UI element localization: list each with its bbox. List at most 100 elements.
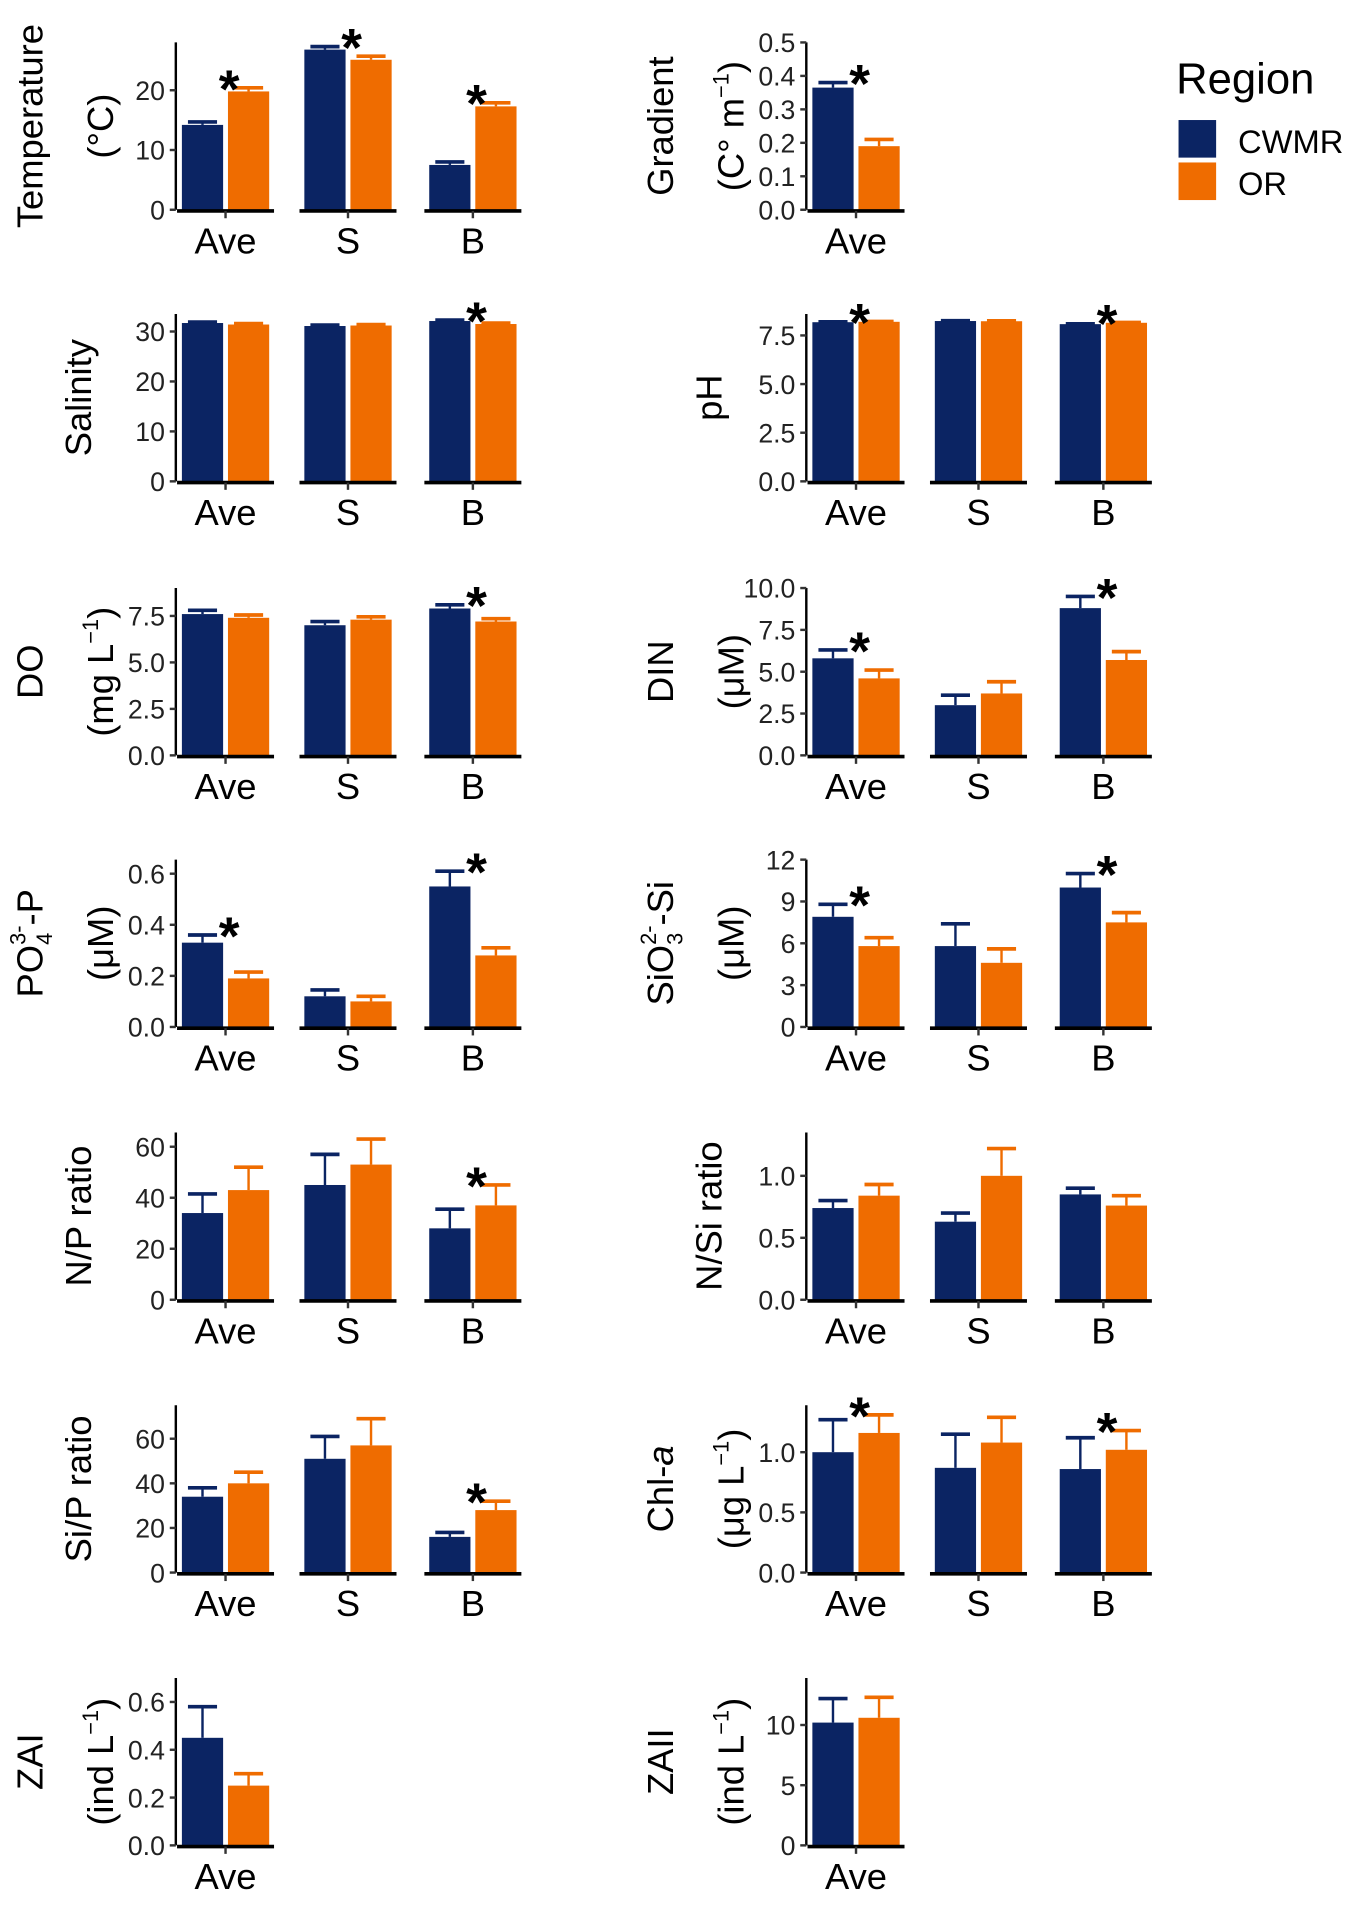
significance-star: *: [1097, 295, 1118, 354]
y-tick-label: 10.0: [744, 574, 796, 604]
y-axis-label-part: 3: [663, 933, 688, 945]
x-tick-label: Ave: [825, 1856, 887, 1897]
group-b: B*: [1054, 295, 1152, 533]
x-tick-label: S: [336, 766, 360, 807]
group-s: S: [929, 1146, 1027, 1351]
y-tick-label: 1.0: [758, 1438, 795, 1468]
y-axis-label-part: ): [710, 1698, 751, 1710]
bar-or: [475, 1510, 517, 1573]
y-axis-label-part: DIN: [640, 640, 681, 703]
y-axis-label-part: ): [80, 1698, 121, 1710]
y-axis-label-part: −1: [709, 73, 734, 98]
bar-cwmr: [812, 916, 854, 1027]
y-tick-label: 60: [135, 1132, 165, 1162]
bar-cwmr: [934, 1467, 977, 1573]
x-tick-label: B: [1091, 492, 1115, 533]
bar-or: [1105, 1449, 1148, 1573]
y-axis-label: DO: [9, 644, 50, 699]
bar-or: [475, 324, 517, 482]
bar-cwmr: [934, 705, 977, 756]
bar-or: [1105, 1205, 1148, 1300]
group-b: B*: [424, 1474, 522, 1624]
y-tick-label: 0.0: [128, 1013, 165, 1043]
bar-or: [227, 617, 270, 756]
y-tick-label: 0.0: [758, 1285, 795, 1315]
x-tick-label: Ave: [195, 492, 257, 533]
bar-cwmr: [812, 322, 854, 482]
legend-swatch-cwmr: [1178, 120, 1217, 158]
bar-cwmr: [181, 323, 224, 482]
y-axis-label-part: -P: [9, 889, 50, 925]
group-s: S: [299, 1416, 397, 1624]
bar-or: [350, 619, 392, 756]
group-ave: Ave *: [807, 622, 905, 807]
bar-cwmr: [181, 942, 224, 1027]
y-axis-label: (μg L−1): [709, 1429, 752, 1550]
panel-do: 0.02.55.07.5DO (mg L−1)Ave S B*: [9, 577, 522, 807]
y-axis-label-part: a: [640, 1445, 681, 1465]
y-axis-label: ZAI: [9, 1733, 50, 1790]
group-s: S: [929, 318, 1027, 533]
group-s: S: [929, 1415, 1027, 1624]
y-axis-label-part: (C° m: [710, 98, 751, 191]
bar-or: [350, 1445, 392, 1573]
x-tick-label: B: [461, 1310, 485, 1351]
y-tick-label: 0.0: [128, 1831, 165, 1861]
group-ave: Ave: [177, 608, 275, 807]
panel-zaii: 0 5 10 ZAII (ind L−1) Ave: [640, 1678, 905, 1897]
bar-cwmr: [1059, 324, 1101, 482]
bar-cwmr: [429, 886, 471, 1027]
y-tick-label: 12: [766, 845, 796, 875]
group-ave: Ave *: [807, 294, 905, 533]
y-axis-label-part: −1: [709, 1710, 734, 1735]
group-s: S: [929, 921, 1027, 1079]
bar-cwmr: [304, 326, 346, 482]
y-axis-label-part: Salinity: [58, 338, 99, 456]
y-axis-label-part: 3-: [5, 925, 30, 944]
bar-cwmr: [1059, 887, 1101, 1027]
group-ave: Ave: [807, 1182, 905, 1351]
y-tick-label: 0: [150, 1558, 165, 1588]
y-axis-label-part: (μM): [710, 906, 751, 981]
bar-or: [475, 106, 517, 210]
y-tick-label: 10: [135, 417, 165, 447]
y-axis-label-part: ZAI: [9, 1733, 50, 1790]
bar-cwmr: [934, 321, 977, 482]
y-axis-label-part: N/P ratio: [58, 1146, 99, 1287]
group-s: S: [299, 615, 397, 807]
x-tick-label: B: [1091, 766, 1115, 807]
significance-star: *: [466, 844, 487, 903]
y-axis-label: N/Si ratio: [688, 1141, 729, 1291]
y-axis-label: SiO32--Si: [636, 881, 688, 1005]
legend-swatch-or: [1178, 162, 1217, 201]
group-ave: Ave *: [807, 55, 905, 261]
bar-or: [858, 1717, 900, 1846]
y-tick-label: 0.0: [758, 741, 795, 771]
group-s: S: [299, 322, 397, 533]
x-tick-label: S: [336, 1038, 360, 1079]
y-tick-label: 0.0: [128, 741, 165, 771]
x-tick-label: B: [1091, 1583, 1115, 1624]
y-axis-label-part: ZAII: [640, 1728, 681, 1795]
bar-cwmr: [934, 1221, 977, 1300]
y-tick-label: 20: [135, 1514, 165, 1544]
y-tick-label: 0.5: [758, 1223, 795, 1253]
x-tick-label: B: [1091, 1038, 1115, 1079]
significance-star: *: [849, 622, 870, 681]
bar-cwmr: [304, 49, 346, 210]
x-tick-label: Ave: [195, 766, 257, 807]
group-ave: Ave *: [177, 907, 275, 1079]
x-tick-label: S: [966, 766, 990, 807]
panel-n-si-ratio: 0.0 0.5 1.0 N/Si ratio Ave S B: [688, 1132, 1152, 1351]
y-tick-label: 9: [781, 887, 796, 917]
y-axis-label-part: Si/P ratio: [58, 1415, 99, 1562]
bar-or: [227, 1483, 270, 1573]
bar-or: [227, 1785, 270, 1846]
bar-or: [980, 1175, 1023, 1300]
bar-cwmr: [429, 321, 471, 482]
